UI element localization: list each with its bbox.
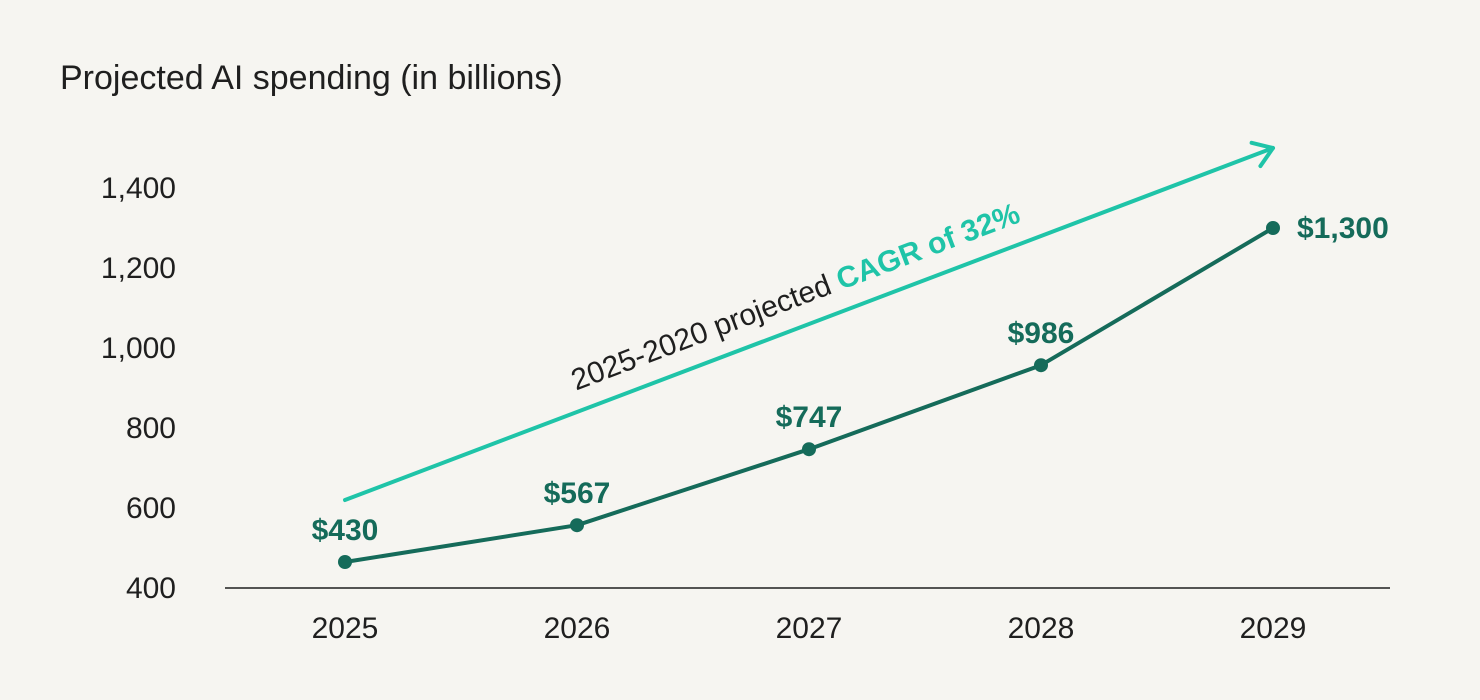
x-tick-label: 2029 [1240,612,1307,645]
data-label: $747 [776,401,843,434]
x-axis-ticks: 2025 2026 2027 2028 2029 [312,612,1307,645]
data-point [1266,221,1280,235]
x-tick-label: 2027 [776,612,843,645]
y-axis-ticks: 400 600 800 1,000 1,200 1,400 [101,172,176,605]
data-point [1034,358,1048,373]
data-label: $430 [312,514,379,547]
cagr-annotation: 2025-2020 projected CAGR of 32% [567,197,1025,397]
data-label: $986 [1008,317,1075,350]
trend-line [343,146,1275,502]
y-tick-label: 1,400 [101,172,176,205]
x-tick-label: 2026 [544,612,611,645]
y-tick-label: 800 [126,412,176,445]
data-points [338,221,1280,569]
data-label: $567 [544,477,611,510]
data-labels: $430 $567 $747 $986 $1,300 [312,212,1389,547]
cagr-annotation-highlight: CAGR of 32% [832,197,1024,296]
chart-title: Projected AI spending (in billions) [60,59,563,97]
y-tick-label: 1,200 [101,252,176,285]
x-tick-label: 2028 [1008,612,1075,645]
cagr-annotation-prefix: 2025-2020 projected [567,266,844,397]
data-label: $1,300 [1297,212,1389,245]
data-point [570,518,584,533]
trend-arrowhead [1249,140,1275,169]
y-tick-label: 1,000 [101,332,176,365]
data-point [338,555,352,569]
y-tick-label: 600 [126,492,176,525]
data-point [802,442,816,457]
y-tick-label: 400 [126,572,176,605]
x-tick-label: 2025 [312,612,379,645]
